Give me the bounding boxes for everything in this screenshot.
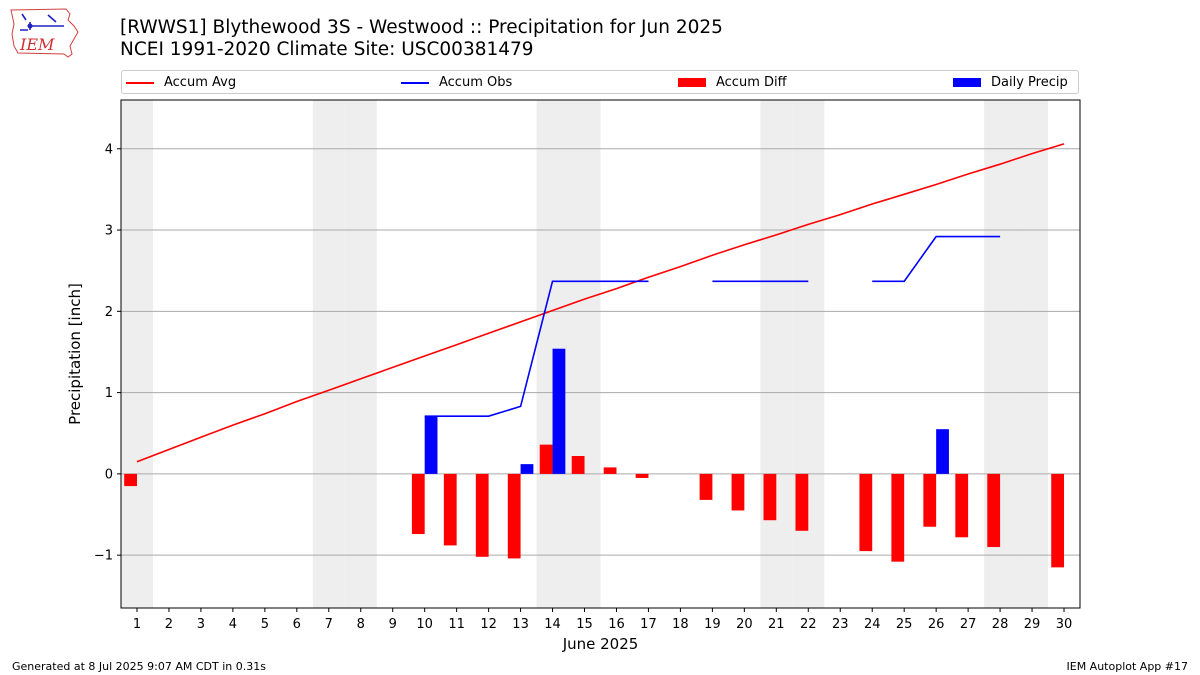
x-tick-label: 12 [480, 617, 497, 632]
weekend-shade [344, 100, 377, 608]
plot-frame [120, 99, 1081, 609]
x-tick-label: 24 [864, 617, 881, 632]
legend-item-daily-precip: Daily Precip [953, 74, 1068, 91]
accum-diff-bar [699, 473, 713, 500]
footer-app: IEM Autoplot App #17 [1066, 660, 1189, 673]
accum-diff-bar [603, 467, 617, 474]
accum-diff-bar [124, 473, 137, 487]
x-tick-label: 30 [1056, 617, 1073, 632]
weekend-shade [121, 100, 153, 608]
legend-item-accum-diff: Accum Diff [678, 74, 787, 91]
x-tick-label: 3 [197, 617, 205, 632]
y-tick-label: 0 [105, 467, 113, 482]
accum-diff-bar [539, 444, 553, 474]
x-tick-label: 23 [832, 617, 849, 632]
legend-swatch-accum-avg [126, 81, 154, 84]
x-tick-label: 13 [512, 617, 529, 632]
accum-diff-bar [475, 473, 489, 557]
accum-diff-bar [987, 473, 1001, 548]
x-tick-label: 27 [960, 617, 977, 632]
x-tick-label: 18 [672, 617, 689, 632]
x-tick-label: 14 [544, 617, 561, 632]
accum-obs-line [424, 280, 649, 418]
x-tick-label: 10 [416, 617, 433, 632]
x-tick-label: 7 [325, 617, 333, 632]
y-axis-label: Precipitation [inch] [66, 283, 84, 425]
legend-label-daily-precip: Daily Precip [991, 75, 1068, 90]
logo-text: IEM [19, 35, 55, 54]
accum-diff-bar [635, 473, 649, 478]
chart-title: [RWWS1] Blythewood 3S - Westwood :: Prec… [120, 17, 723, 38]
accum-diff-bar [571, 456, 585, 474]
accum-diff-bar [923, 473, 937, 527]
x-tick-label: 16 [608, 617, 625, 632]
weekend-shade [1016, 100, 1049, 608]
weekend-shade [792, 100, 825, 608]
x-tick-label: 15 [576, 617, 593, 632]
daily-precip-bar [936, 429, 949, 474]
legend-label-accum-avg: Accum Avg [164, 75, 237, 90]
x-axis-label: June 2025 [562, 635, 639, 653]
accum-diff-bar [507, 473, 521, 559]
y-tick-label: 1 [105, 386, 113, 401]
x-tick-label: 4 [229, 617, 237, 632]
x-tick-label: 1 [133, 617, 141, 632]
legend-label-accum-diff: Accum Diff [716, 75, 787, 90]
accum-diff-bar [859, 473, 873, 552]
x-tick-label: 5 [261, 617, 269, 632]
accum-diff-bar [411, 473, 425, 535]
x-tick-label: 8 [357, 617, 365, 632]
x-tick-label: 2 [165, 617, 173, 632]
x-tick-label: 28 [992, 617, 1009, 632]
iem-logo: IEM [10, 8, 79, 58]
legend-swatch-accum-obs [401, 81, 429, 84]
accum-diff-bar [731, 473, 745, 511]
y-tick-label: 4 [105, 142, 113, 157]
accum-diff-bar [955, 473, 969, 538]
footer-generated: Generated at 8 Jul 2025 9:07 AM CDT in 0… [12, 660, 266, 673]
chart-subtitle: NCEI 1991-2020 Climate Site: USC00381479 [120, 39, 534, 60]
x-tick-label: 6 [293, 617, 301, 632]
daily-precip-bar [552, 348, 566, 474]
x-tick-label: 25 [896, 617, 913, 632]
legend-item-accum-obs: Accum Obs [401, 74, 512, 91]
x-tick-label: 26 [928, 617, 945, 632]
accum-diff-bar [891, 473, 905, 562]
y-tick-label: −1 [94, 549, 113, 564]
x-tick-label: 9 [389, 617, 397, 632]
weekend-shade [312, 100, 345, 608]
accum-diff-bar [763, 473, 777, 521]
legend-swatch-accum-diff [678, 78, 706, 87]
weekend-shade [760, 100, 793, 608]
x-tick-label: 20 [736, 617, 753, 632]
daily-precip-bar [424, 416, 438, 474]
weekend-shade [568, 100, 601, 608]
daily-precip-bar [520, 464, 534, 474]
legend: Accum Avg Accum Obs Accum Diff Daily Pre… [121, 70, 1079, 94]
state-outline-icon [10, 8, 79, 58]
y-tick-label: 3 [105, 224, 113, 239]
x-tick-label: 11 [448, 617, 465, 632]
x-tick-label: 17 [640, 617, 657, 632]
x-tick-label: 21 [768, 617, 785, 632]
y-tick-label: 2 [105, 305, 113, 320]
x-tick-label: 22 [800, 617, 817, 632]
x-tick-label: 19 [704, 617, 721, 632]
legend-swatch-daily-precip [953, 78, 981, 87]
station-dot-icon [27, 23, 33, 29]
accum-diff-bar [795, 473, 809, 531]
legend-label-accum-obs: Accum Obs [439, 75, 513, 90]
legend-item-accum-avg: Accum Avg [126, 74, 236, 91]
accum-diff-bar [443, 473, 457, 546]
accum-obs-line [872, 235, 1001, 283]
accum-diff-bar [1051, 473, 1065, 568]
accum-avg-line [136, 143, 1065, 463]
x-tick-label: 29 [1024, 617, 1041, 632]
